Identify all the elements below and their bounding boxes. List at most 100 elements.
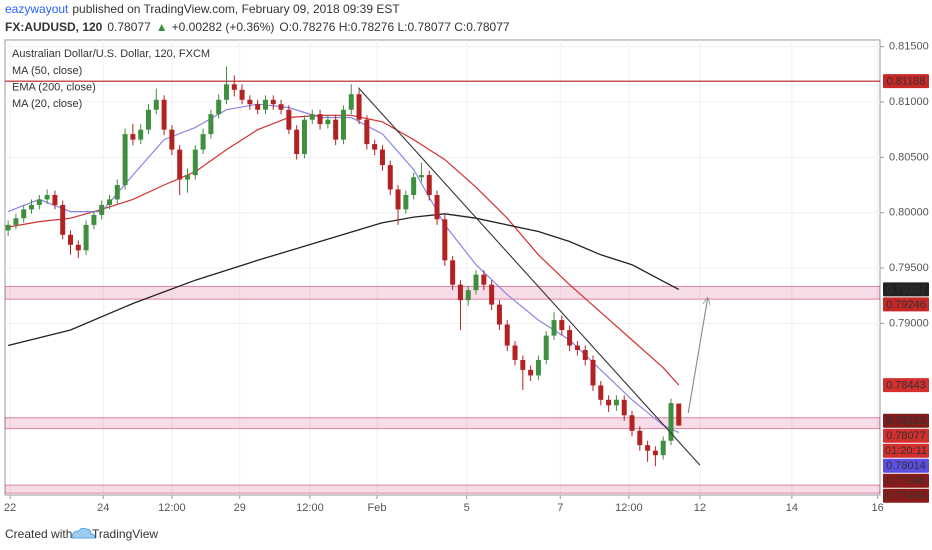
candle-body [231, 84, 237, 90]
x-tick-label: 22 [4, 502, 16, 514]
price-label-box [883, 378, 929, 393]
price-label: 0.81188 [887, 76, 926, 88]
symbol-line: FX:AUDUSD, 120 0.78077 ▲ +0.00282 (+0.36%) O… [5, 20, 510, 34]
legend-entry: MA (20, close) [12, 98, 82, 110]
candle-body [255, 104, 261, 110]
price-label: 0.78121 [886, 415, 926, 427]
candle-body [75, 244, 81, 251]
candle-body [567, 330, 573, 346]
candle-body [418, 175, 424, 178]
candle-body [465, 290, 471, 301]
candle-body [621, 399, 627, 416]
candle-body [153, 99, 159, 110]
footer-brand[interactable]: TradingView [92, 527, 158, 541]
candle-body [606, 399, 612, 406]
candle-body [60, 204, 66, 235]
candle-body [411, 177, 417, 195]
candle-body [309, 114, 315, 120]
candle-body [68, 234, 74, 245]
indicator-line [7, 103, 680, 434]
candle-body [325, 119, 331, 125]
price-label: 0.78014 [886, 460, 926, 472]
levels [5, 80, 880, 494]
candle-body [481, 274, 487, 285]
candle-body [457, 284, 463, 301]
price-label: 0.79246 [886, 299, 926, 311]
candle-body [247, 99, 253, 105]
candle-body [130, 134, 136, 140]
candle-body [520, 359, 526, 370]
candle-body [13, 218, 19, 225]
x-tick-label: 24 [97, 502, 109, 514]
x-tick-label: Feb [368, 502, 387, 514]
candle-body [278, 104, 284, 110]
x-tick-label: 12:00 [296, 502, 324, 514]
candle-body [387, 165, 393, 190]
candle-body [652, 450, 658, 456]
candle-body [364, 119, 370, 145]
price-label-box [883, 413, 929, 428]
candle-body [535, 359, 541, 376]
price-label: 0.78077 [886, 430, 926, 442]
candle-body [317, 114, 323, 125]
symbol: FX:AUDUSD, 120 [5, 20, 103, 34]
candle-body [122, 134, 128, 186]
candle-body [629, 415, 635, 431]
y-tick-label: 0.80000 [889, 207, 929, 219]
x-tick-label: 16 [872, 502, 884, 514]
candle-body [395, 189, 401, 210]
ohlc: O:0.78276 H:0.78276 L:0.78077 C:0.78077 [279, 20, 510, 34]
x-tick-label: 7 [557, 502, 563, 514]
price-label-box [883, 473, 929, 488]
candle-body [200, 134, 206, 150]
candle-body [83, 224, 89, 251]
candle-body [426, 175, 432, 195]
candle-body [270, 99, 276, 105]
price-label-box [883, 488, 929, 503]
candle-body [442, 219, 448, 261]
candle-body [504, 324, 510, 346]
price-label-box [883, 74, 929, 89]
y-tick-label: 0.79000 [889, 317, 929, 329]
published: published on TradingView.com, February 0… [72, 2, 400, 16]
price-label: 01:20:11 [885, 445, 927, 457]
candle-body [613, 399, 619, 406]
change: +0.00282 (+0.36%) [172, 20, 275, 34]
y-tick-label: 0.79500 [889, 262, 929, 274]
candle-body [161, 99, 167, 130]
x-tick-label: 14 [786, 502, 798, 514]
price-label: 0.78443 [886, 379, 926, 391]
band [5, 417, 880, 430]
price-label-box [883, 297, 929, 312]
candle-body [239, 89, 245, 100]
candle-body [192, 149, 198, 176]
candle-body [434, 194, 440, 220]
candle-body [52, 194, 58, 205]
price-label: 0.77996 [886, 475, 926, 487]
candle-body [286, 109, 292, 130]
candle-body [340, 109, 346, 140]
candle-body [169, 129, 175, 150]
candle-body [496, 304, 502, 325]
candles [5, 66, 682, 467]
candle-body [660, 440, 666, 456]
candle-body [348, 94, 354, 110]
candle-body [208, 114, 214, 135]
indicators [7, 103, 680, 434]
price-label-box [883, 443, 929, 458]
candle-body [99, 204, 105, 215]
candle-body [333, 119, 339, 140]
author[interactable]: eazywayout [5, 2, 69, 16]
candle-body [145, 109, 151, 130]
x-tick-label: 12:00 [615, 502, 643, 514]
x-tick-label: 5 [464, 502, 470, 514]
price-label-box [883, 282, 929, 297]
projection-arrow [687, 298, 708, 414]
header-line: eazywayout published on TradingView.com, … [5, 2, 400, 16]
candle-body [29, 204, 35, 210]
candle-body [676, 403, 682, 426]
candle-body [645, 445, 651, 451]
candle-body [216, 99, 222, 115]
candle-body [21, 209, 27, 219]
brand-logo [71, 527, 96, 539]
